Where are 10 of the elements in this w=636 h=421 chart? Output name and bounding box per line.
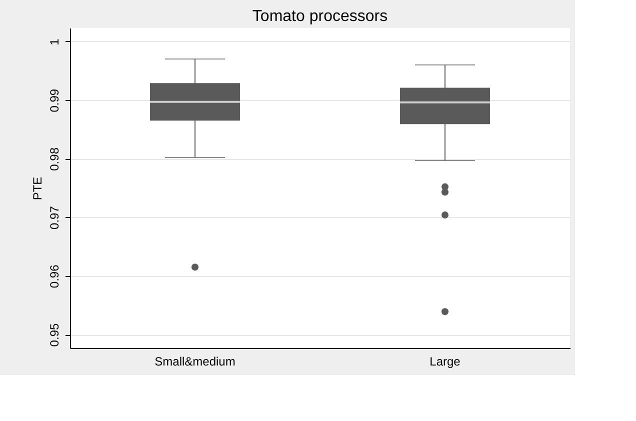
x-tick-label: Small&medium [154,354,236,368]
y-tick-label: 0.98 [48,147,62,171]
y-tick-label: 0.95 [48,323,62,347]
y-tick-label: 0.99 [48,88,62,112]
y-tick-label: 1 [48,38,62,46]
y-axis-title: PTE [30,176,44,200]
y-tick-label: 0.96 [48,264,62,288]
chart-title: Tomato processors [252,8,388,25]
y-tick-label: 0.97 [48,206,62,230]
x-tick-label: Large [430,354,461,368]
